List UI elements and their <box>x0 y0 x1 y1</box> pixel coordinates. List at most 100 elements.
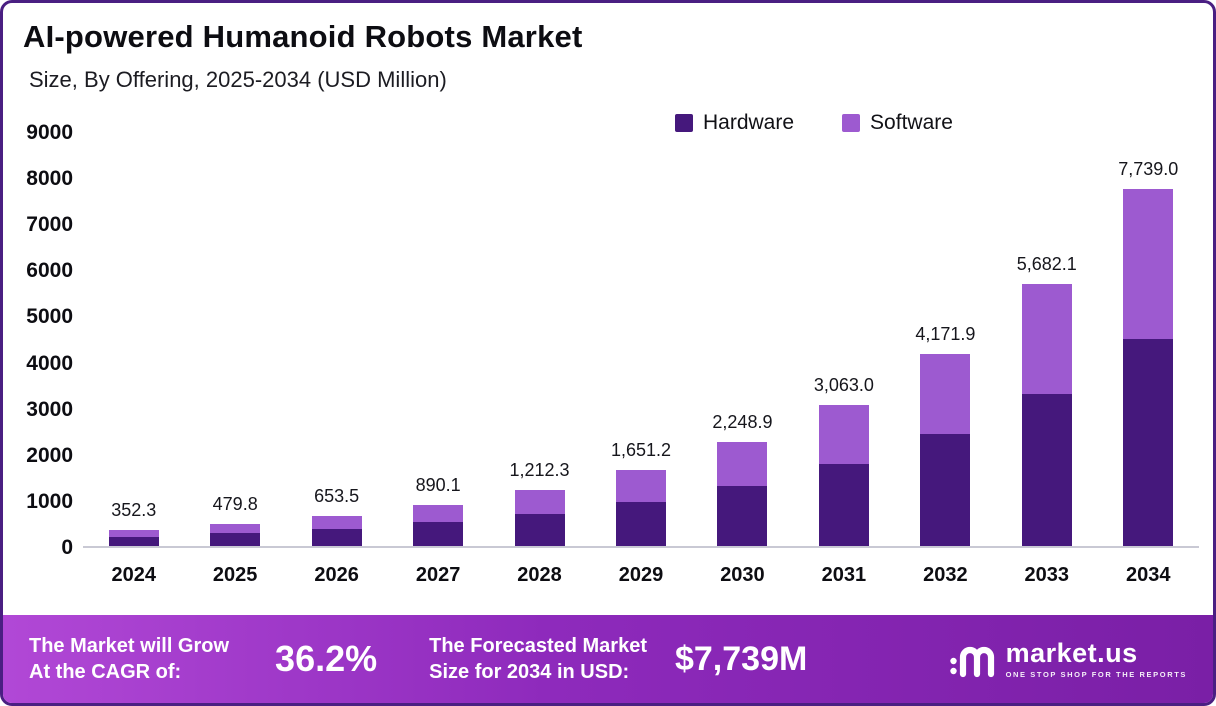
legend-label-hardware: Hardware <box>703 111 795 134</box>
bar-group: 653.5 <box>286 486 387 546</box>
bar-total-label: 3,063.0 <box>813 374 874 395</box>
y-axis-label: 8000 <box>26 167 73 191</box>
stacked-bar <box>413 504 464 546</box>
bar-group: 1,212.3 <box>489 460 590 546</box>
stacked-bar <box>514 490 565 546</box>
plot-wrap: 352.3 479.8 653.5 890.1 1,212.3 1,651.2 2,248.… <box>83 133 1199 587</box>
software-swatch-icon <box>842 114 861 132</box>
software-segment <box>108 529 159 537</box>
x-axis-label: 2027 <box>415 564 461 586</box>
brand-text: market.us ONE STOP SHOP FOR THE REPORTS <box>1005 637 1187 680</box>
hardware-segment <box>615 501 666 546</box>
software-segment <box>615 469 666 502</box>
stacked-bar <box>1123 189 1174 546</box>
x-axis-label: 2031 <box>821 564 867 586</box>
bar-group: 3,063.0 <box>793 375 894 546</box>
plot-area: 352.3 479.8 653.5 890.1 1,212.3 1,651.2 2,248.… <box>83 133 1199 548</box>
software-segment <box>1123 189 1174 340</box>
bar-group: 4,171.9 <box>895 324 996 546</box>
bar-total-label: 1,651.2 <box>610 439 672 460</box>
bar-group: 479.8 <box>184 494 285 546</box>
bar-total-label: 479.8 <box>212 493 258 514</box>
stacked-bar <box>1021 284 1072 546</box>
chart-area: 9000 8000 7000 6000 5000 4000 3000 2000 1000 0 35… <box>13 121 1199 587</box>
hardware-segment <box>108 536 159 546</box>
hardware-segment <box>920 434 971 546</box>
bar-group: 352.3 <box>83 500 184 546</box>
hardware-segment <box>818 464 869 546</box>
bar-group: 7,739.0 <box>1098 159 1199 546</box>
y-axis-label: 3000 <box>26 397 73 421</box>
software-segment <box>717 442 768 486</box>
forecast-label-line1: The Forecasted Market <box>429 635 647 657</box>
hardware-segment <box>1021 394 1072 546</box>
hardware-segment <box>514 513 565 546</box>
forecast-value: $7,739M <box>674 639 808 678</box>
hardware-segment <box>311 528 362 546</box>
bar-total-label: 7,739.0 <box>1118 159 1179 180</box>
x-axis-label: 2026 <box>314 564 359 586</box>
stacked-bar <box>615 469 666 546</box>
software-segment <box>920 353 971 435</box>
x-axis-labels: 2024 2025 2026 2027 2028 2029 2030 2031 2032 2033… <box>83 564 1199 587</box>
stacked-bar <box>920 353 971 546</box>
bar-total-label: 4,171.9 <box>915 323 976 344</box>
x-axis-label: 2030 <box>720 564 765 586</box>
hardware-segment <box>413 522 464 546</box>
page-title: AI-powered Humanoid Robots Market <box>23 19 583 54</box>
y-axis-label: 1000 <box>26 489 73 513</box>
legend-item-software: Software <box>842 111 953 135</box>
y-axis-label: 5000 <box>26 305 73 329</box>
bar-group: 5,682.1 <box>996 254 1097 546</box>
y-axis: 9000 8000 7000 6000 5000 4000 3000 2000 1000 0 <box>13 121 83 559</box>
x-axis-label: 2034 <box>1126 564 1171 586</box>
hardware-swatch-icon <box>675 114 693 132</box>
software-segment <box>1021 284 1072 395</box>
software-segment <box>413 504 464 523</box>
cagr-label-line1: The Market will Grow <box>29 635 230 657</box>
y-axis-label: 9000 <box>26 121 73 144</box>
brand: market.us ONE STOP SHOP FOR THE REPORTS <box>949 637 1187 680</box>
stacked-bar <box>311 515 362 546</box>
bar-total-label: 653.5 <box>314 485 360 506</box>
hardware-segment <box>1123 339 1174 546</box>
legend: Hardware Software <box>675 111 953 135</box>
bar-group: 2,248.9 <box>692 412 793 546</box>
y-axis-label: 0 <box>61 536 73 559</box>
stacked-bar <box>818 404 869 546</box>
x-axis-label: 2033 <box>1024 564 1070 586</box>
brand-name: market.us <box>1005 637 1138 668</box>
y-axis-label: 4000 <box>26 351 73 375</box>
hardware-segment <box>717 485 768 546</box>
y-axis-label: 2000 <box>26 443 73 467</box>
bar-total-label: 352.3 <box>111 499 157 520</box>
legend-item-hardware: Hardware <box>675 111 794 135</box>
cagr-label: The Market will Grow At the CAGR of: <box>29 633 229 685</box>
stacked-bar <box>210 523 261 546</box>
x-axis-label: 2032 <box>923 564 968 586</box>
software-segment <box>514 490 565 514</box>
x-axis-label: 2028 <box>517 564 562 586</box>
cagr-label-line2: At the CAGR of: <box>29 661 182 683</box>
bar-total-label: 890.1 <box>415 474 461 495</box>
x-axis-label: 2025 <box>212 564 258 586</box>
forecast-label-line2: Size for 2034 in USD: <box>429 661 630 683</box>
software-segment <box>210 523 261 534</box>
bar-total-label: 1,212.3 <box>509 460 570 481</box>
page-subtitle: Size, By Offering, 2025-2034 (USD Millio… <box>29 67 447 92</box>
stacked-bar <box>717 442 768 546</box>
cagr-value: 36.2% <box>275 638 378 679</box>
market-us-logo-icon <box>949 646 994 678</box>
bar-group: 890.1 <box>387 475 488 546</box>
x-axis-label: 2029 <box>618 564 664 586</box>
bar-total-label: 5,682.1 <box>1016 254 1077 274</box>
bar-total-label: 2,248.9 <box>712 412 773 433</box>
hardware-segment <box>210 533 261 546</box>
software-segment <box>818 404 869 465</box>
y-axis-label: 7000 <box>26 213 73 237</box>
brand-tagline: ONE STOP SHOP FOR THE REPORTS <box>1005 670 1187 680</box>
legend-label-software: Software <box>870 111 953 134</box>
bar-group: 1,651.2 <box>590 440 691 546</box>
x-axis-label: 2024 <box>111 564 156 586</box>
footer-banner: The Market will Grow At the CAGR of: 36.… <box>3 615 1213 703</box>
